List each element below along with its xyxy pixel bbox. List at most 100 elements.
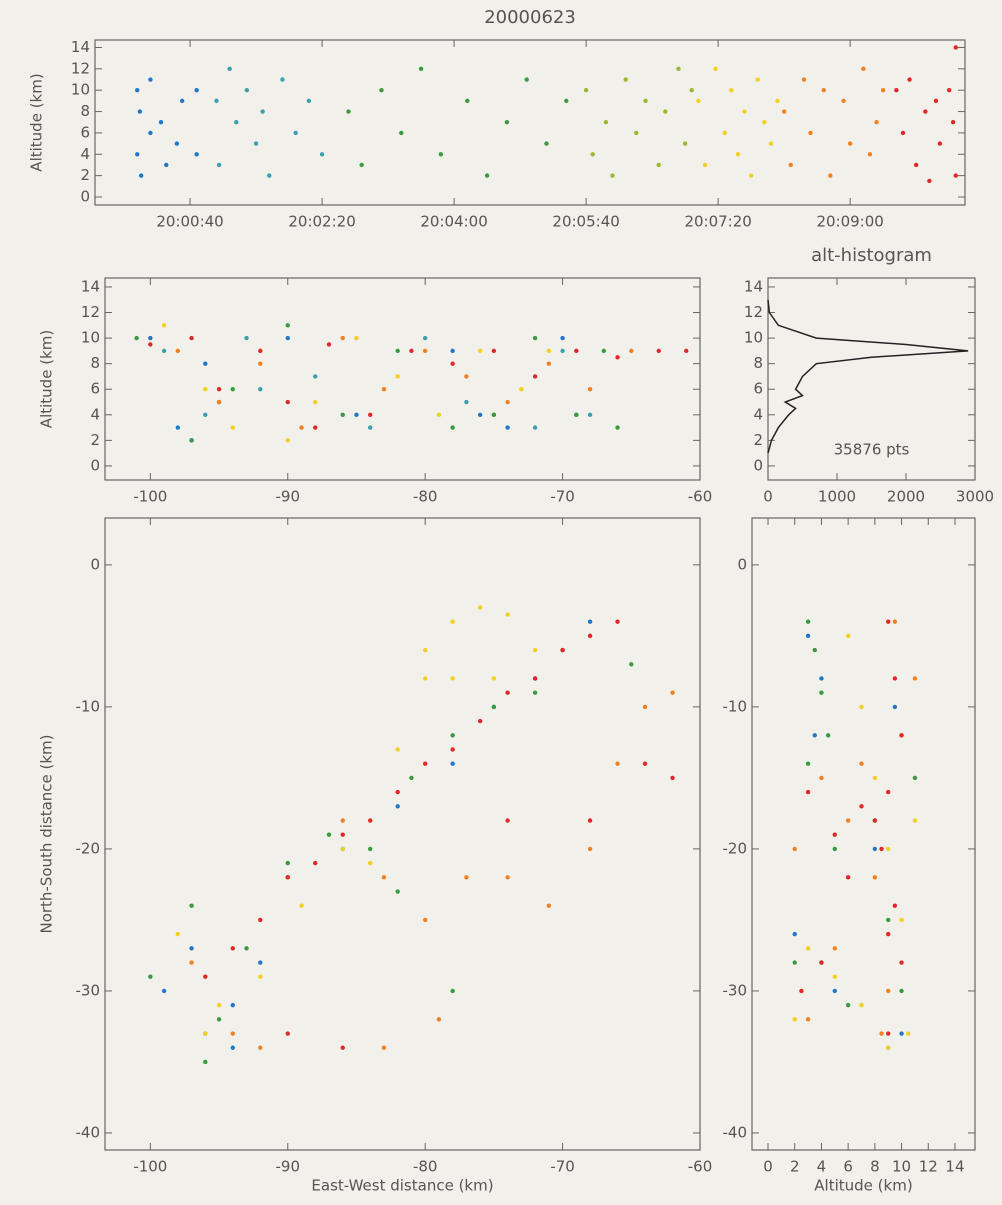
data-point <box>422 676 428 681</box>
data-point <box>792 931 797 937</box>
data-point <box>532 425 538 430</box>
data-point <box>819 690 824 695</box>
data-point <box>805 789 811 795</box>
data-point <box>244 87 250 93</box>
y-tick-label: 10 <box>81 329 100 347</box>
plot-frame <box>104 517 701 1151</box>
data-point <box>285 1031 290 1036</box>
data-point <box>395 804 400 809</box>
x-axis-label: Altitude (km) <box>814 1177 912 1195</box>
data-point <box>230 1002 235 1008</box>
plot-frame <box>94 39 966 206</box>
data-point <box>805 761 811 766</box>
x-tick-label: -70 <box>550 1158 575 1176</box>
data-point <box>832 988 837 994</box>
data-point <box>491 704 497 710</box>
data-point <box>340 335 345 341</box>
data-point <box>477 412 483 417</box>
data-point <box>874 120 879 125</box>
x-tick-label: -60 <box>688 488 713 506</box>
data-point <box>696 98 701 104</box>
data-point <box>872 875 878 880</box>
y-tick-label: 4 <box>90 405 100 423</box>
data-point <box>560 348 565 354</box>
x-tick-label: 0 <box>763 1158 773 1176</box>
data-point <box>258 348 263 354</box>
y-tick-label: 10 <box>744 329 763 347</box>
data-point <box>722 130 727 136</box>
data-point <box>450 733 455 738</box>
data-point <box>381 387 387 392</box>
y-tick-label: 0 <box>90 456 100 474</box>
x-tick-label: -100 <box>133 1158 167 1176</box>
data-point <box>812 733 817 738</box>
data-point <box>583 87 589 93</box>
data-point <box>422 761 428 766</box>
data-point <box>258 361 263 366</box>
x-tick-label: 6 <box>843 1158 853 1176</box>
data-point <box>216 1002 222 1008</box>
data-point <box>340 412 345 417</box>
y-tick-label: 12 <box>744 303 763 321</box>
data-point <box>899 733 904 738</box>
data-point <box>953 45 958 50</box>
data-point <box>450 348 455 354</box>
data-point <box>368 412 373 417</box>
data-point <box>148 77 153 82</box>
data-point <box>346 109 351 114</box>
data-point <box>937 141 943 146</box>
data-point <box>194 87 199 93</box>
data-point <box>422 647 428 653</box>
data-point <box>808 130 813 136</box>
y-tick-label: 0 <box>80 187 90 205</box>
data-point <box>847 141 853 146</box>
data-point <box>560 647 565 653</box>
data-point <box>477 718 483 724</box>
data-point <box>748 173 754 178</box>
data-point <box>859 761 864 766</box>
data-point <box>906 1031 911 1036</box>
data-point <box>524 77 529 82</box>
data-point <box>189 946 194 951</box>
y-tick-label: 2 <box>80 166 90 184</box>
data-point <box>788 162 793 168</box>
x-tick-label: 20:02:20 <box>288 213 355 231</box>
x-tick-label: 20:09:00 <box>816 213 883 231</box>
data-point <box>409 348 414 354</box>
data-point <box>450 361 455 366</box>
data-point <box>546 348 552 354</box>
data-point <box>867 152 873 157</box>
data-point <box>872 775 878 781</box>
y-tick-label: 2 <box>90 431 100 449</box>
y-tick-label: 12 <box>71 59 90 77</box>
data-point <box>845 1002 851 1008</box>
data-point <box>285 399 290 405</box>
x-tick-label: 20:07:20 <box>684 213 751 231</box>
plot-frame <box>751 517 976 1151</box>
data-point <box>886 931 891 937</box>
data-point <box>319 152 325 157</box>
data-point <box>832 974 837 979</box>
data-point <box>258 960 263 965</box>
x-tick-label: -90 <box>276 1158 301 1176</box>
data-point <box>615 355 620 360</box>
data-point <box>505 425 510 430</box>
data-point <box>623 77 628 82</box>
x-tick-label: 2 <box>790 1158 800 1176</box>
data-point <box>216 399 222 405</box>
data-point <box>912 775 918 781</box>
data-point <box>832 946 837 951</box>
data-point <box>762 120 767 125</box>
data-point <box>587 818 593 823</box>
data-point <box>175 348 181 354</box>
data-point <box>946 87 952 93</box>
data-point <box>258 387 263 392</box>
data-point <box>189 438 194 443</box>
data-point <box>477 348 483 354</box>
data-point <box>670 775 675 781</box>
data-point <box>368 425 373 430</box>
data-point <box>234 120 239 125</box>
data-point <box>148 974 153 979</box>
data-point <box>137 109 143 114</box>
